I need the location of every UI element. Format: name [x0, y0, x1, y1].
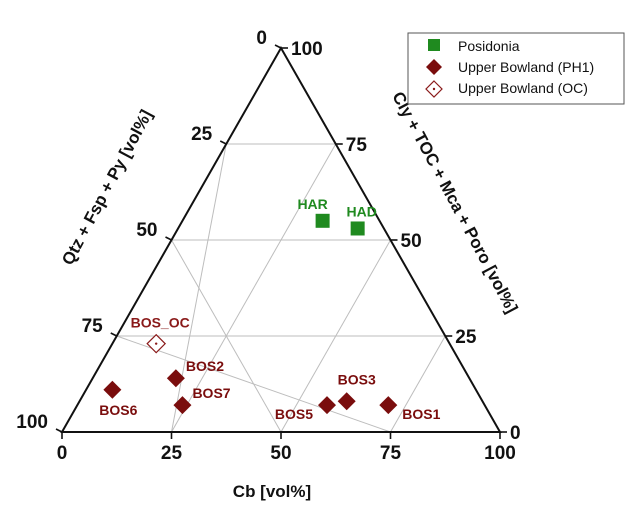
grid-line: [116, 335, 391, 433]
left-tick-label: 50: [136, 220, 157, 241]
bottom-tick-label: 25: [161, 443, 183, 464]
label-bos3: BOS3: [338, 371, 376, 387]
left-tick-label: 75: [82, 316, 104, 337]
label-bos1: BOS1: [402, 406, 440, 422]
left-tick-label: 100: [16, 412, 48, 433]
marker-har: [315, 213, 330, 228]
marker-bos1: [379, 396, 398, 415]
left-axis-title: Qtz + Fsp + Py [vol%]: [58, 107, 156, 269]
triangle-frame: [55, 44, 507, 439]
legend-oc-marker-dot: [432, 87, 436, 91]
label-bos-oc: BOS_OC: [131, 315, 190, 331]
bottom-tick-label: 75: [380, 443, 402, 464]
left-tick-label: 25: [191, 124, 213, 145]
grid-lines: [116, 143, 446, 433]
label-had: HAD: [346, 203, 376, 219]
marker-bos6: [103, 380, 122, 399]
label-bos2: BOS2: [186, 358, 224, 374]
right-tick-label: 0: [510, 423, 521, 444]
right-tick-label: 75: [346, 135, 368, 156]
bottom-axis-title: Cb [vol%]: [233, 482, 311, 501]
marker-bos3: [337, 392, 356, 411]
legend-ph1-label: Upper Bowland (PH1): [458, 59, 594, 75]
marker-dot-bos-oc: [154, 342, 158, 345]
right-tick-label: 50: [401, 231, 422, 252]
legend-posidonia-marker: [428, 39, 440, 51]
bottom-tick-label: 100: [484, 443, 516, 464]
bottom-tick-label: 0: [57, 443, 68, 464]
tick-labels: 0 0 0 25 25 25 50 50 50 75 75 75 100 100 100: [16, 28, 520, 464]
grid-line: [171, 239, 282, 433]
grid-line: [171, 143, 337, 433]
right-tick-label: 25: [455, 327, 477, 348]
legend-ph1-marker: [426, 59, 442, 75]
legend-oc-label: Upper Bowland (OC): [458, 80, 588, 96]
left-tick: [274, 44, 282, 49]
left-tick-label: 0: [256, 28, 267, 49]
label-har: HAR: [297, 196, 327, 212]
label-bos7: BOS7: [192, 385, 230, 401]
legend-box: [407, 32, 625, 105]
data-points: HAR HAD BOS6 BOS2 BOS7 BOS5 BOS3 BOS1 BOS_OC: [99, 196, 440, 422]
right-axis-title: Cly + TOC + Mca + Poro [vol%]: [388, 89, 521, 317]
marker-had: [350, 221, 365, 236]
marker-bos7: [173, 396, 192, 415]
label-bos6: BOS6: [99, 402, 137, 418]
legend: Posidonia Upper Bowland (PH1) Upper Bowl…: [407, 32, 625, 105]
legend-posidonia-label: Posidonia: [458, 38, 520, 54]
bottom-tick-label: 50: [270, 443, 291, 464]
right-tick-label: 100: [291, 39, 323, 60]
marker-bos5: [317, 396, 336, 415]
left-tick: [110, 332, 118, 337]
marker-bos2: [166, 369, 185, 388]
left-tick: [165, 236, 172, 241]
label-bos5: BOS5: [275, 406, 313, 422]
grid-line: [390, 335, 446, 433]
left-tick: [219, 140, 227, 145]
left-tick: [55, 428, 63, 433]
